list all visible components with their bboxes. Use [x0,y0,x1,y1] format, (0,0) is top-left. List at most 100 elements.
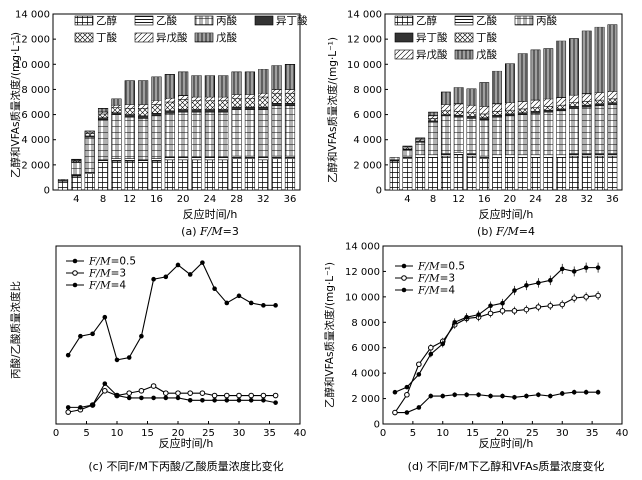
bar-segment-异丁酸 [164,110,175,114]
bar-segment-异戊酸 [581,93,592,102]
bar-segment-乙醇 [530,157,541,191]
y-tick-label: 2 000 [353,160,382,171]
chart-a-caption: (a) F/M=3 [181,225,239,238]
bar-segment-异戊酸 [530,99,541,108]
bar-segment-异戊酸 [543,98,554,107]
data-point-F/M=0.5 [90,331,95,337]
chart-c: 0 5 10 15 20 25 30 35 40 F/M=0.5F/M=3F/M=4 [53,245,306,439]
x-tick-label: 36 [284,194,297,205]
bar-segment-乙醇 [178,159,189,191]
x-tick-label: 20 [177,194,190,205]
data-point-F/M=4 [464,314,469,320]
legend-swatch [194,15,214,26]
bar-segment-丁酸 [607,98,618,103]
bar-segment-异丁酸 [258,106,269,110]
bar-segment-乙酸 [556,154,567,158]
bar-segment-丁酸 [440,110,451,115]
legend-swatch [454,49,474,60]
bar-segment-丁酸 [556,104,567,110]
bar-segment-丙酸 [271,105,282,157]
data-point-F/M=3 [583,294,589,300]
data-point-F/M=0.5 [512,395,517,400]
x-tick-label: 15 [466,428,479,439]
bar-segment-乙醇 [428,157,438,191]
legend-marker [72,270,78,276]
bar-segment-异丁酸 [594,103,605,107]
bar-segment-丁酸 [258,96,269,108]
legend-label: 丁酸 [476,31,497,44]
bar-segment-丙酸 [204,111,215,158]
x-tick-label: 24 [204,194,217,205]
legend-label: 异丁酸 [276,14,308,27]
bar-segment-异丁酸 [492,114,502,118]
y-tick-label: 4 000 [353,135,382,146]
legend-marker [401,275,407,281]
x-tick-label: 8 [430,194,436,205]
bar-segment-乙醇 [271,158,282,191]
bar-segment-丙酸 [191,111,202,158]
bar-segment-丁酸 [231,97,242,108]
chart-b: 0 2 000 4 000 6 000 8 000 10 000 12 000 14 000 4… [347,10,623,205]
data-point-F/M=4 [151,395,156,401]
bar-segment-丁酸 [594,99,605,105]
data-point-F/M=0.5 [464,392,469,398]
bar-segment-丁酸 [581,101,592,106]
data-point-F/M=0.5 [236,293,242,299]
legend-label: F/M=0.5 [417,261,465,273]
bar-segment-戊酸 [453,87,464,105]
data-point-F/M=3 [487,310,494,317]
bar-segment-异戊酸 [607,91,618,100]
bar-segment-乙酸 [258,157,269,161]
bar-segment-异丁酸 [453,114,464,118]
bar-segment-乙酸 [569,153,579,157]
bar-segment-异戊酸 [466,104,477,113]
x-tick-label: 4 [404,194,410,205]
data-point-F/M=4 [571,269,577,274]
x-tick-label: 0 [53,428,59,439]
data-point-F/M=0.5 [248,300,254,306]
x-tick-label: 20 [504,194,517,205]
data-point-F/M=3 [236,392,242,399]
bar-segment-戊酸 [138,80,149,105]
bar-segment-异戊酸 [178,95,189,100]
bar-segment-异丁酸 [151,113,162,117]
legend-label: 丙酸 [216,14,237,27]
bar-segment-乙醇 [569,155,579,191]
data-point-F/M=4 [139,395,144,401]
data-point-F/M=3 [126,390,132,396]
data-point-F/M=0.5 [151,276,156,282]
bar-segment-乙醇 [204,159,215,191]
y-tick-label: 2 000 [21,160,50,171]
bar-segment-乙醇 [191,159,202,191]
data-point-F/M=0.5 [500,393,505,399]
data-point-F/M=4 [595,265,601,270]
y-tick-label: 14 000 [345,242,380,253]
bar-segment-异丁酸 [543,109,554,113]
data-point-F/M=4 [200,397,205,403]
data-point-F/M=4 [583,265,589,270]
bar-segment-异戊酸 [191,96,202,101]
data-point-F/M=4 [224,397,230,403]
bar-segment-乙醇 [138,162,149,191]
bar-segment-乙醇 [594,155,605,191]
data-point-F/M=4 [175,395,181,401]
x-tick-label: 16 [150,194,163,205]
data-point-F/M=3 [138,387,145,394]
bar-segment-戊酸 [97,108,109,113]
bar-segment-丁酸 [151,104,162,114]
data-point-F/M=0.5 [476,392,481,398]
data-point-F/M=3 [248,392,254,399]
y-tick-label: 6 000 [353,110,382,121]
plot-frame [52,13,301,191]
chart-a-ylabel: 乙醇和VFAs质量浓度/(mg·L⁻¹) [9,32,22,178]
bar-segment-戊酸 [517,53,528,102]
bar-segment-乙醇 [505,157,515,191]
bar-segment-戊酸 [479,82,490,107]
bar-segment-丁酸 [191,100,202,110]
legend-marker [72,258,78,264]
data-point-F/M=3 [392,409,398,416]
bar-segment-丁酸 [543,106,554,111]
legend-swatch [194,32,214,43]
data-point-F/M=0.5 [404,410,410,415]
bar-segment-异戊酸 [517,101,528,110]
